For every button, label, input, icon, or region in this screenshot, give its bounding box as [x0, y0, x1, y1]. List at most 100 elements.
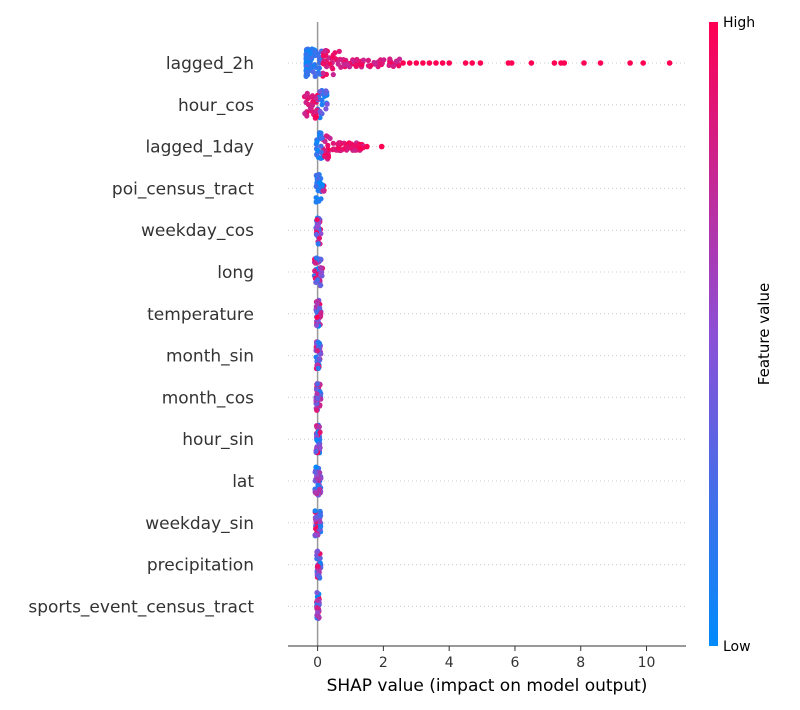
shap-point — [314, 348, 320, 354]
shap-point — [317, 305, 323, 311]
shap-point — [581, 60, 587, 66]
shap-point — [357, 145, 364, 152]
shap-point — [323, 133, 330, 139]
feature-label: month_cos — [162, 388, 254, 408]
shap-point — [314, 217, 320, 223]
shap-point — [313, 464, 319, 470]
feature-label: lat — [232, 472, 254, 492]
shap-point — [315, 476, 321, 482]
shap-point — [316, 356, 322, 362]
shap-point — [317, 180, 323, 186]
shap-point — [315, 563, 321, 569]
shap-point — [336, 140, 342, 146]
x-tick-label: 0 — [313, 655, 322, 671]
colorbar-high-label: High — [723, 15, 755, 31]
shap-point — [312, 490, 318, 496]
shap-point — [347, 64, 353, 70]
shap-point — [400, 60, 406, 66]
shap-point — [313, 183, 319, 190]
shap-point — [314, 314, 320, 320]
shap-point — [477, 60, 484, 66]
shap-point — [314, 514, 320, 520]
colorbar-low-label: Low — [723, 639, 751, 655]
shap-point — [314, 597, 320, 603]
feature-label: temperature — [147, 305, 254, 325]
shap-point — [314, 139, 320, 145]
x-ticks: 0 2 4 6 8 10 — [313, 646, 655, 671]
shap-point — [312, 49, 318, 55]
shap-point — [353, 63, 359, 69]
feature-label: month_sin — [166, 347, 254, 367]
shap-point — [318, 143, 324, 149]
shap-point — [322, 48, 328, 54]
feature-label: hour_cos — [178, 96, 254, 116]
shap-point — [316, 340, 323, 346]
x-tick-label: 8 — [576, 655, 585, 671]
shap-point — [304, 69, 310, 75]
shap-point — [330, 72, 336, 78]
shap-point — [315, 395, 321, 401]
shap-point — [314, 322, 320, 328]
shap-point — [318, 256, 324, 262]
shap-point — [318, 269, 325, 275]
shap-point — [393, 58, 400, 64]
shap-point — [322, 90, 329, 96]
shap-point — [315, 277, 321, 283]
shap-point — [316, 615, 322, 621]
shap-point — [314, 152, 320, 158]
shap-point — [508, 60, 515, 66]
shap-point — [314, 391, 320, 397]
shap-point — [313, 64, 319, 70]
feature-label: sports_event_census_tract — [28, 597, 254, 617]
feature-label: precipitation — [147, 556, 254, 576]
shap-point — [345, 144, 351, 150]
shap-point — [312, 109, 318, 115]
shap-point — [314, 605, 320, 612]
shap-point — [561, 60, 568, 66]
shap-point — [318, 523, 324, 530]
shap-point — [381, 57, 387, 63]
shap-point — [317, 57, 323, 63]
x-axis-title: SHAP value (impact on model output) — [327, 676, 648, 696]
shap-point — [666, 60, 673, 66]
shap-point — [315, 70, 321, 77]
shap-point — [318, 149, 324, 155]
shap-point — [303, 73, 309, 79]
shap-point — [315, 365, 321, 371]
shap-point — [320, 70, 326, 76]
shap-point — [321, 61, 327, 67]
shap-point — [320, 188, 326, 194]
shap-point — [316, 235, 322, 241]
shap-point — [330, 140, 336, 146]
shap-point — [348, 141, 355, 147]
shap-point — [302, 93, 308, 99]
shap-point — [304, 55, 310, 61]
shap-point — [304, 113, 310, 119]
shap-point — [315, 548, 321, 554]
shap-point — [337, 56, 343, 63]
shap-point — [312, 268, 318, 274]
x-tick-label: 10 — [638, 655, 656, 671]
shap-point — [627, 60, 633, 66]
feature-label: poi_census_tract — [112, 179, 254, 199]
shap-point — [378, 60, 384, 66]
shap-point — [387, 56, 393, 62]
shap-point — [406, 60, 413, 66]
shap-point — [365, 57, 371, 64]
x-tick-label: 4 — [445, 655, 454, 671]
shap-point — [312, 469, 318, 475]
shap-point — [318, 513, 324, 519]
shap-point — [318, 282, 324, 288]
shap-point — [309, 93, 316, 99]
shap-point — [640, 60, 646, 66]
shap-point — [312, 508, 318, 514]
shap-point — [396, 63, 402, 69]
feature-label: long — [217, 263, 254, 283]
shap-point — [336, 145, 342, 151]
shap-point — [314, 407, 320, 413]
shap-point — [316, 573, 322, 579]
shap-point — [313, 199, 319, 205]
shap-point — [378, 143, 385, 150]
shap-point — [528, 60, 535, 66]
